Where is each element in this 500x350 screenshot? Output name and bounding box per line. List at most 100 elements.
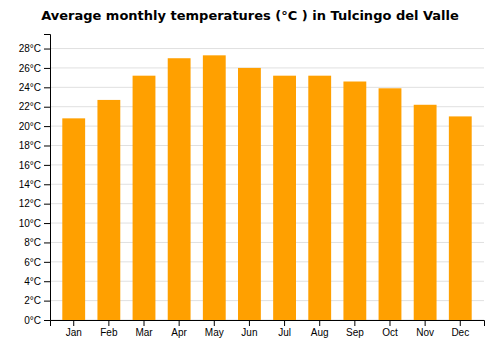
y-tick: 24°C: [19, 82, 50, 93]
y-axis: 0°C 2°C 4°C 6°C 8°C 10°C 12°C 14°C 16°C 18°C 20°C 2…: [19, 35, 51, 326]
bar: [414, 105, 437, 320]
x-tick-label: May: [205, 327, 224, 338]
bar: [62, 118, 85, 320]
y-tick-mark: [44, 301, 50, 302]
title: Average monthly temperatures (°C ) in Tu…: [41, 8, 459, 23]
grid-line: [50, 67, 484, 68]
y-tick-mark: [44, 107, 50, 108]
x-tick-label: Nov: [416, 327, 434, 338]
y-tick: 10°C: [19, 218, 50, 229]
y-tick-label: 28°C: [19, 43, 41, 54]
y-tick-mark: [44, 262, 50, 263]
x-tick: Dec: [451, 320, 469, 338]
x-tick: Jul: [278, 320, 291, 338]
y-tick-mark: [44, 145, 50, 146]
y-tick-label: 6°C: [24, 257, 41, 268]
y-tick: 20°C: [19, 121, 50, 132]
y-tick: 4°C: [24, 276, 50, 287]
y-tick: 2°C: [24, 295, 50, 306]
x-tick: Feb: [100, 320, 118, 338]
x-tick: Aug: [311, 320, 329, 338]
y-tick-mark: [44, 204, 50, 205]
bar: [133, 76, 156, 320]
y-tick-label: 10°C: [19, 218, 41, 229]
y-tick-mark: [44, 223, 50, 224]
y-tick: 6°C: [24, 257, 50, 268]
grid: [50, 49, 484, 320]
y-tick: 16°C: [19, 160, 50, 171]
x-tick: Nov: [416, 320, 434, 338]
y-tick-label: 14°C: [19, 179, 41, 190]
x-tick: Jan: [66, 320, 82, 338]
x-tick-mark: [73, 320, 74, 326]
y-tick-label: 20°C: [19, 121, 41, 132]
x-axis-line: [51, 321, 485, 327]
y-tick: 22°C: [19, 101, 50, 112]
grid-line: [50, 87, 484, 88]
x-tick-mark: [108, 320, 109, 326]
y-tick-mark: [44, 126, 50, 127]
y-tick-mark: [44, 281, 50, 282]
x-tick-label: Sep: [346, 327, 364, 338]
y-tick-label: 2°C: [24, 295, 41, 306]
y-axis-line: [44, 35, 51, 321]
bar: [308, 76, 331, 320]
x-tick-label: Jun: [241, 327, 257, 338]
x-tick-label: Aug: [311, 327, 329, 338]
x-tick-mark: [144, 320, 145, 326]
y-tick-mark: [44, 68, 50, 69]
y-tick-label: 12°C: [19, 198, 41, 209]
x-tick: Sep: [346, 320, 364, 338]
x-tick-label: Apr: [171, 327, 187, 338]
x-tick-mark: [425, 320, 426, 326]
x-tick-mark: [354, 320, 355, 326]
y-tick: 0°C: [24, 315, 50, 326]
y-tick: 26°C: [19, 63, 50, 74]
y-tick-mark: [44, 165, 50, 166]
y-tick: 14°C: [19, 179, 50, 190]
bar: [97, 100, 120, 320]
y-tick-label: 18°C: [19, 140, 41, 151]
bar: [168, 58, 191, 320]
y-tick-label: 24°C: [19, 82, 41, 93]
y-tick-mark: [44, 184, 50, 185]
x-tick: May: [205, 320, 224, 338]
x-tick-mark: [214, 320, 215, 326]
y-tick-label: 16°C: [19, 160, 41, 171]
x-tick: Mar: [135, 320, 153, 338]
x-tick-label: Feb: [100, 327, 118, 338]
x-tick-label: Jul: [278, 327, 291, 338]
bar: [343, 82, 366, 320]
x-tick-mark: [179, 320, 180, 326]
x-tick-mark: [389, 320, 390, 326]
bar: [449, 116, 472, 320]
bar: [273, 76, 296, 320]
x-tick: Jun: [241, 320, 257, 338]
x-tick: Apr: [171, 320, 187, 338]
x-tick-mark: [249, 320, 250, 326]
grid-line: [50, 48, 484, 49]
y-tick-label: 0°C: [24, 315, 41, 326]
y-tick: 18°C: [19, 140, 50, 151]
bar: [203, 55, 226, 320]
y-tick-label: 26°C: [19, 63, 41, 74]
y-tick-mark: [44, 320, 50, 321]
x-tick-label: Oct: [382, 327, 398, 338]
y-tick: 8°C: [24, 237, 50, 248]
chart: Average monthly temperatures (°C ) in Tu…: [0, 0, 500, 350]
bar: [238, 68, 261, 320]
x-tick-label: Dec: [451, 327, 469, 338]
y-tick: 12°C: [19, 198, 50, 209]
y-tick-mark: [44, 87, 50, 88]
bar: [379, 88, 402, 320]
x-tick-label: Jan: [66, 327, 82, 338]
y-tick-label: 22°C: [19, 101, 41, 112]
x-tick: Oct: [382, 320, 398, 338]
x-axis: Jan Feb Mar Apr May Jun Jul Aug Sep Oct Nov Dec: [51, 320, 485, 338]
y-tick-label: 8°C: [24, 237, 41, 248]
x-tick-label: Mar: [135, 327, 153, 338]
plot: Jan Feb Mar Apr May Jun Jul Aug Sep Oct Nov Dec 0°C 2…: [19, 35, 485, 339]
x-tick-mark: [460, 320, 461, 326]
x-tick-mark: [284, 320, 285, 326]
y-tick-label: 4°C: [24, 276, 41, 287]
